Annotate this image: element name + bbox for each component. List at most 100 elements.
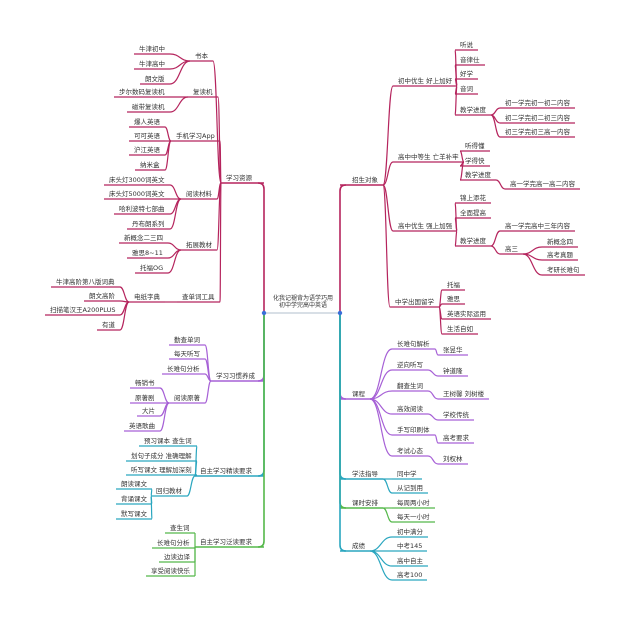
main-branch-connector [339,313,347,400]
branch-connector [204,380,212,404]
node-label: 扫描笔汉王A200PLUS [50,306,116,314]
main-branch-connector [257,313,265,548]
node-label: 有道 [102,321,115,329]
branch-connector [382,85,394,186]
branch-connector [219,182,222,303]
branch-connector [490,230,501,247]
node-label: 长难句解析 [397,340,430,348]
node-label: 预习课本 查生词 [144,437,192,445]
branch-connector [382,478,393,494]
node-label: 初中满分 [397,528,423,536]
node-label: 新概念二三四 [124,234,163,242]
node-label: 全面提高 [460,209,486,217]
node-label: 阅读原著 [174,394,200,402]
node-label: 新概念四 [547,238,573,246]
central-topic: 化我记褪背为语学巧用 初中学完高中英语 [262,295,344,309]
node-label: 查生词 [170,524,190,532]
node-label: 好学 [460,70,473,78]
branch-connector [369,348,393,400]
node-label: 听说 [460,41,473,49]
node-label: 原著剧 [135,394,155,402]
node-label: 学校传统 [443,411,469,419]
node-label: 音律仕 [460,56,480,64]
node-label: 纳米盒 [140,161,160,169]
node-label: 音词 [460,85,473,93]
branch-connector [522,246,543,255]
branch-connector [119,301,130,331]
node-label: 托福 [447,281,460,289]
branch-connector [164,140,172,171]
node-label: 牛津初中 [139,45,165,53]
branch-connector [459,161,465,181]
node-label: 床头灯5000词英文 [109,190,165,198]
node-label: 生活自如 [447,325,473,333]
node-label: 高中优生 强上加强 [398,222,453,230]
node-label: 磁带复读机 [132,103,165,111]
branch-connector [382,507,393,523]
main-branch-connector [339,313,347,552]
node-label: 翻查生词 [397,382,423,390]
main-branch-label: 学习资源 [226,174,252,182]
node-label: 中考145 [397,542,423,550]
branch-connector [369,536,393,552]
node-label: 张昱华 [443,346,463,354]
node-label: 沪江英语 [134,146,160,154]
branch-connector [495,179,506,190]
branch-connector [490,245,501,255]
main-branch-label: 课时安排 [352,499,378,507]
node-label: 爆人英语 [134,118,160,126]
node-label: 锦上添花 [460,194,486,202]
main-branch-connector [339,184,347,313]
node-label: 高一学完高一高二内容 [510,180,575,188]
main-branch-label: 招生对象 [352,176,378,184]
node-label: 教学进度 [460,106,486,114]
branch-connector [164,126,172,142]
node-label: 初二学完初二初三内容 [505,114,570,122]
node-label: 丹布朗系列 [132,220,165,228]
branch-connector [382,184,394,232]
node-label: 从记到用 [397,484,423,492]
main-branch-connector [257,313,265,477]
central-node-dot [261,310,267,316]
node-label: 划句子成分 准确理解 [131,452,192,460]
branch-connector [454,85,458,116]
branch-connector [434,348,439,356]
branch-connector [159,387,170,404]
branch-connector [169,96,189,113]
branch-connector [169,60,191,85]
main-branch-label: 成绩 [352,542,365,550]
node-label: 手写印刷体 [397,426,430,434]
branch-connector [438,306,443,335]
branch-connector [369,398,393,457]
branch-connector [169,184,182,200]
main-branch-label: 自主学习泛读要求 [200,538,252,546]
node-label: 每天一小时 [397,513,430,521]
node-label: 拓展教材 [186,241,212,249]
branch-connector [159,402,170,432]
node-label: 高效阅读 [397,405,423,413]
branch-connector [169,53,191,62]
branch-connector [169,198,182,230]
node-label: 电纸字典 [134,293,160,301]
node-label: 长难句分析 [157,539,190,547]
central-topic-line1: 化我记褪背为语学巧用 [272,295,333,302]
node-label: 高中中等生 亡羊补牢 [398,153,459,161]
branch-connector [219,140,222,184]
central-node-dot [337,310,343,316]
node-label: 畅销书 [135,379,155,387]
branch-connector [459,150,465,163]
node-label: 雅思 [447,295,460,303]
node-label: 回归教材 [156,487,182,495]
node-label: 每天听写 [174,350,200,358]
branch-connector [490,114,501,138]
node-label: 高三 [505,245,518,253]
branch-connector [369,550,393,567]
node-label: 雅思8~11 [132,249,163,257]
node-label: 床头灯3000词英文 [109,176,165,184]
node-label: 王树馨 刘树楼 [443,390,485,398]
node-label: 英语实际运用 [447,310,486,318]
node-label: 英语歌曲 [129,422,155,430]
node-label: 边读边译 [164,553,190,561]
